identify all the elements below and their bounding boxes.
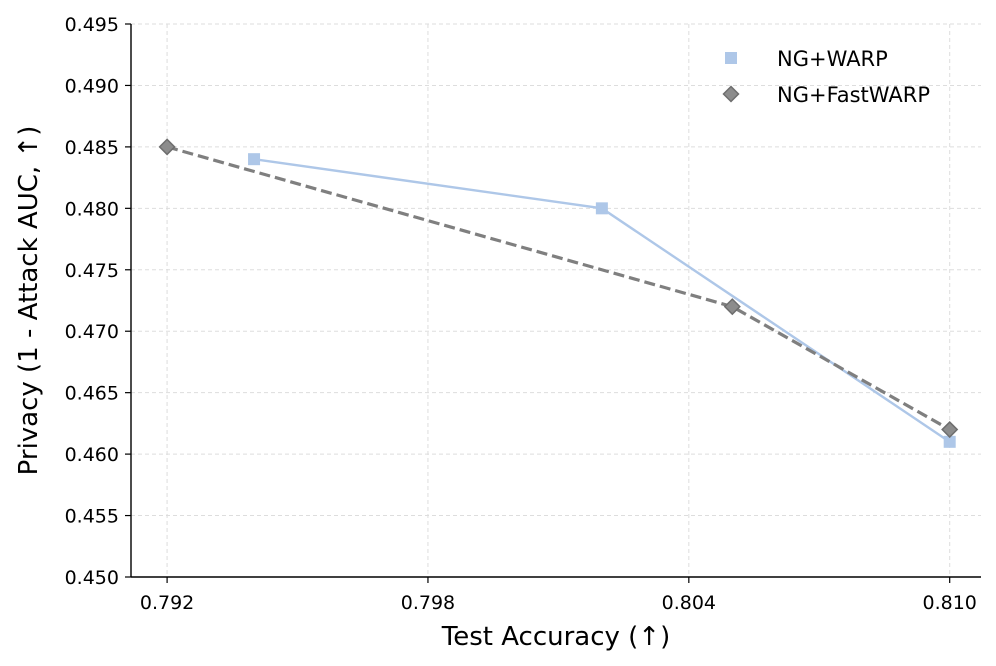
y-tick-label: 0.480 xyxy=(65,198,119,220)
legend-entry: NG+WARP xyxy=(725,47,888,71)
y-tick-label: 0.475 xyxy=(65,260,119,282)
series-layer xyxy=(158,138,959,448)
series-1 xyxy=(248,153,956,448)
y-tick-label: 0.470 xyxy=(65,321,119,343)
data-point xyxy=(943,435,956,448)
legend: NG+WARP NG+FastWARP xyxy=(722,47,930,107)
y-tick-label: 0.460 xyxy=(65,444,119,466)
legend-label: NG+WARP xyxy=(777,47,888,71)
x-axis-title: Test Accuracy (↑) xyxy=(441,622,671,652)
data-point xyxy=(158,138,176,156)
legend-entry: NG+FastWARP xyxy=(722,83,930,107)
x-tick-label: 0.804 xyxy=(662,592,716,614)
x-tick-label: 0.798 xyxy=(401,592,455,614)
data-point xyxy=(595,202,608,215)
series-2 xyxy=(158,138,959,439)
x-tick-label: 0.810 xyxy=(922,592,976,614)
x-tick-label: 0.792 xyxy=(140,592,194,614)
y-tick-label: 0.455 xyxy=(65,506,119,528)
legend-square-marker xyxy=(725,52,737,64)
grid xyxy=(131,23,981,578)
y-tick-label: 0.495 xyxy=(65,14,119,36)
legend-label: NG+FastWARP xyxy=(777,83,930,107)
y-tick-label: 0.450 xyxy=(65,567,119,589)
y-tick-label: 0.465 xyxy=(65,383,119,405)
data-point xyxy=(723,298,741,316)
data-point xyxy=(941,420,959,439)
y-axis-title: Privacy (1 - Attack AUC, ↑) xyxy=(14,126,44,476)
axes: 0.450 0.455 0.460 0.465 0.470 0.475 0.480 0.485… xyxy=(65,14,981,614)
data-point xyxy=(248,153,261,166)
legend-diamond-marker xyxy=(722,85,740,103)
y-tick-label: 0.485 xyxy=(65,137,119,159)
series-line xyxy=(166,145,951,431)
y-tick-label: 0.490 xyxy=(65,75,119,97)
